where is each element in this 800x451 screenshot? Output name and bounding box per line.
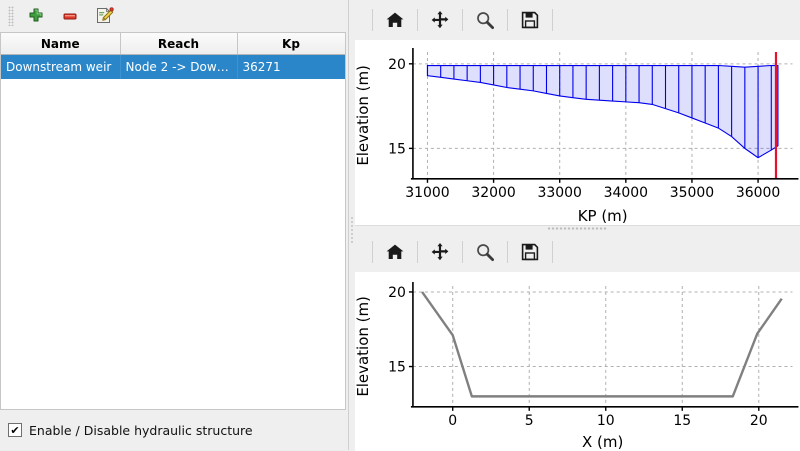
svg-text:X (m): X (m) <box>582 433 623 451</box>
save-icon[interactable] <box>515 5 545 35</box>
svg-text:15: 15 <box>388 359 406 375</box>
svg-text:33000: 33000 <box>537 185 581 201</box>
longitudinal-profile-canvas[interactable]: 31000 32000 33000 34000 35000 36000 15 20 KP (m)… <box>354 40 800 225</box>
svg-text:34000: 34000 <box>603 185 647 201</box>
toolbar-separator <box>371 240 373 263</box>
table-header-row: Name Reach Kp <box>1 33 345 55</box>
toolbar-separator <box>416 240 418 263</box>
cell-reach[interactable]: Node 2 -> Down... <box>120 54 238 79</box>
svg-text:15: 15 <box>673 413 691 429</box>
svg-text:KP (m): KP (m) <box>577 207 627 225</box>
svg-text:20: 20 <box>749 413 767 429</box>
plots-panel: 31000 32000 33000 34000 35000 36000 15 20 KP (m)… <box>354 0 800 451</box>
checkbox-check-icon: ✔ <box>10 423 20 437</box>
svg-text:0: 0 <box>448 413 457 429</box>
enable-structure-label: Enable / Disable hydraulic structure <box>29 422 253 438</box>
pan-icon[interactable] <box>425 5 455 35</box>
zoom-icon[interactable] <box>470 5 500 35</box>
cross-section-plot-toolbar <box>354 231 800 272</box>
save-icon[interactable] <box>515 237 545 267</box>
toolbar-separator <box>416 9 418 31</box>
toolbar-separator <box>551 9 553 31</box>
svg-text:32000: 32000 <box>471 185 515 201</box>
enable-structure-checkbox[interactable]: ✔ <box>8 423 22 437</box>
home-icon[interactable] <box>380 5 410 35</box>
pane-resize-grip-icon[interactable] <box>547 225 608 232</box>
structures-toolbar <box>0 0 348 32</box>
zoom-icon[interactable] <box>470 237 500 267</box>
toolbar-drag-handle[interactable] <box>8 6 14 26</box>
toolbar-separator <box>506 240 508 263</box>
toolbar-separator <box>551 240 553 263</box>
cross-section-pane: 0 5 10 15 20 15 20 X (m) Elevation (m) <box>354 224 800 451</box>
column-header-name[interactable]: Name <box>1 33 121 55</box>
plus-icon[interactable] <box>20 1 52 31</box>
svg-text:20: 20 <box>388 57 406 73</box>
svg-text:31000: 31000 <box>405 185 449 201</box>
structures-panel: Name Reach Kp Downstream weir Node 2 -> … <box>0 0 348 450</box>
cell-kp[interactable]: 36271 <box>237 54 345 79</box>
toolbar-separator <box>506 9 508 31</box>
pan-icon[interactable] <box>425 237 455 267</box>
svg-text:35000: 35000 <box>669 185 713 201</box>
splitter-grip-icon <box>350 216 353 244</box>
svg-text:15: 15 <box>388 141 406 157</box>
cross-section-canvas[interactable]: 0 5 10 15 20 15 20 X (m) Elevation (m) <box>354 271 800 451</box>
toolbar-separator <box>461 240 463 263</box>
edit-document-icon[interactable] <box>88 1 120 31</box>
svg-text:36000: 36000 <box>735 185 779 201</box>
longitudinal-profile-pane: 31000 32000 33000 34000 35000 36000 15 20 KP (m)… <box>354 0 800 225</box>
structures-table[interactable]: Name Reach Kp Downstream weir Node 2 -> … <box>0 32 346 410</box>
column-header-reach[interactable]: Reach <box>120 33 238 55</box>
svg-text:20: 20 <box>388 285 406 301</box>
longitudinal-plot-toolbar <box>354 0 800 40</box>
panel-splitter[interactable] <box>347 0 355 450</box>
toolbar-separator <box>461 9 463 31</box>
svg-text:5: 5 <box>524 413 533 429</box>
minus-icon[interactable] <box>54 1 86 31</box>
table-row[interactable]: Downstream weir Node 2 -> Down... 36271 <box>1 54 345 79</box>
svg-text:Elevation (m): Elevation (m) <box>355 296 372 397</box>
toolbar-separator <box>371 9 373 31</box>
home-icon[interactable] <box>380 237 410 267</box>
svg-text:Elevation (m): Elevation (m) <box>355 65 372 166</box>
column-header-kp[interactable]: Kp <box>237 33 345 55</box>
svg-text:10: 10 <box>596 413 614 429</box>
cell-name[interactable]: Downstream weir <box>1 54 121 79</box>
enable-structure-row: ✔ Enable / Disable hydraulic structure <box>0 410 348 450</box>
